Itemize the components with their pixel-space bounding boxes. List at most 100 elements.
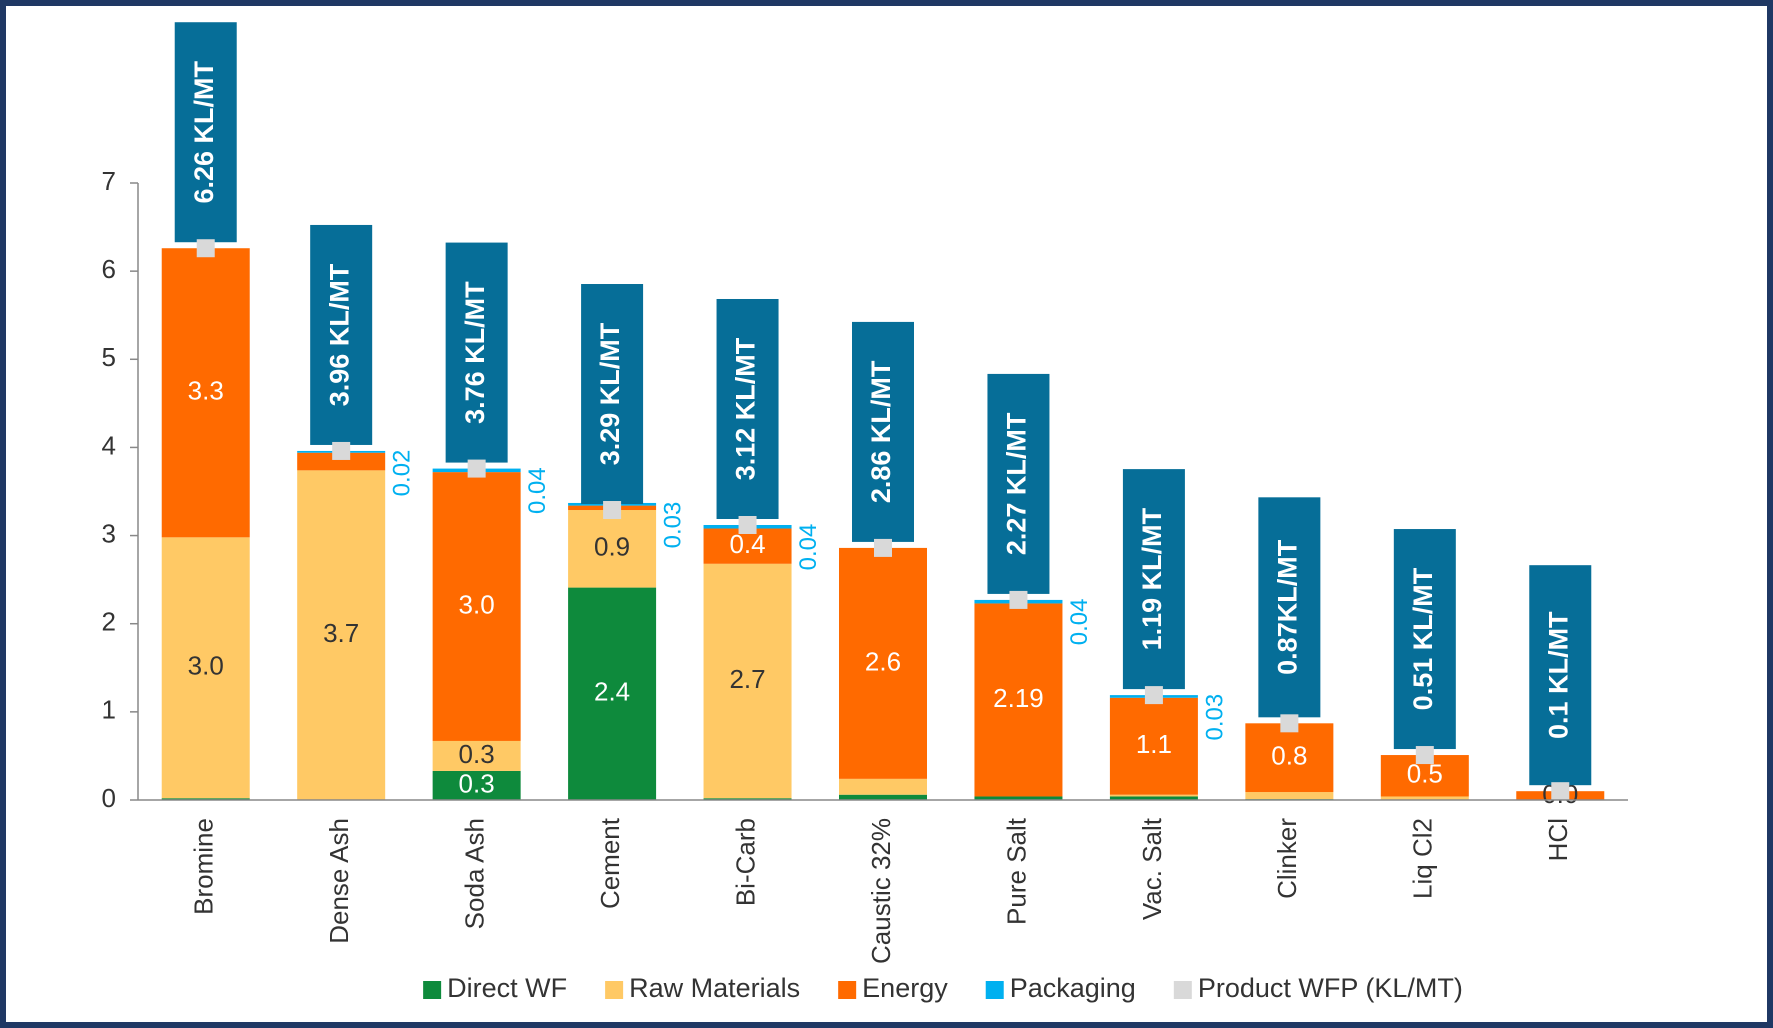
wfp-marker [1551, 782, 1570, 801]
y-tick-label: 1 [102, 695, 116, 725]
wfp-marker [738, 515, 757, 534]
segment-label: 2.4 [594, 677, 630, 707]
bar-segment [161, 537, 250, 799]
callout-label: 2.27 KL/MT [1002, 412, 1032, 555]
x-tick-label: HCl [1543, 818, 1573, 861]
packaging-label: 0.04 [1066, 599, 1093, 646]
bar-segment [568, 510, 657, 588]
wfp-marker [1415, 746, 1434, 765]
bar-segment [432, 472, 521, 741]
callout-box [310, 224, 373, 445]
callout-box [1122, 469, 1185, 690]
segment-label: 3.7 [323, 618, 359, 648]
legend-swatch [838, 981, 857, 999]
wfp-marker [332, 441, 351, 460]
segment-label: 1.1 [1136, 729, 1172, 759]
x-tick-label: Soda Ash [460, 818, 490, 929]
y-tick-label: 0 [102, 783, 116, 813]
y-tick-label: 6 [102, 254, 116, 284]
y-tick-label: 5 [102, 342, 116, 372]
segment-label: 0.4 [729, 529, 765, 559]
packaging-label: 0.04 [795, 524, 822, 571]
wfp-marker [1144, 686, 1163, 705]
bar-segment [839, 794, 927, 800]
callout-box [1393, 529, 1456, 750]
bar-segment [568, 587, 657, 800]
callout-label: 0.87KL/MT [1272, 539, 1302, 675]
callout-label: 3.76 KL/MT [460, 281, 490, 424]
callout-label: 6.26 KL/MT [189, 60, 219, 203]
packaging-label: 0.04 [524, 467, 551, 514]
legend-swatch [1173, 981, 1192, 999]
wfp-marker [1280, 714, 1299, 733]
callout-box [174, 22, 237, 243]
bar-segment [161, 248, 250, 538]
segment-label: 0.9 [594, 532, 630, 562]
wfp-marker [196, 239, 215, 258]
bar-segment [1109, 794, 1198, 797]
segment-label: 2.19 [993, 683, 1044, 713]
segment-label: 0.3 [459, 739, 495, 769]
wfp-marker [467, 459, 486, 478]
legend-label: Raw Materials [629, 973, 800, 1003]
y-tick-label: 7 [102, 166, 116, 196]
segment-label: 3.3 [188, 376, 224, 406]
bar-segment [432, 740, 521, 771]
y-tick-label: 4 [102, 430, 116, 460]
wfp-marker [1009, 590, 1028, 609]
bar-segment [703, 798, 792, 800]
callout-box [852, 321, 914, 542]
segment-label: 0.8 [1271, 741, 1307, 771]
bar-segment [703, 563, 792, 799]
legend-label: Energy [862, 973, 948, 1003]
callout-label: 3.12 KL/MT [731, 337, 761, 480]
x-tick-label: Bi-Carb [730, 818, 760, 906]
legend-label: Product WFP (KL/MT) [1198, 973, 1463, 1003]
bar-segment [974, 603, 1063, 797]
legend-label: Direct WF [447, 973, 567, 1003]
legend-swatch [605, 981, 624, 999]
callout-label: 1.19 KL/MT [1137, 507, 1167, 650]
legend-swatch [985, 981, 1004, 999]
bar-segment [432, 770, 521, 800]
bar-segment [974, 796, 1063, 800]
bar-segment [839, 547, 927, 779]
x-tick-label: Caustic 32% [866, 818, 896, 964]
callout-box [445, 242, 508, 463]
bar-segment [297, 470, 386, 800]
packaging-label: 0.03 [1201, 694, 1228, 741]
segment-label: 3.0 [459, 589, 495, 619]
callout-box [987, 373, 1050, 594]
bar-segment [1109, 796, 1198, 800]
segment-label: 0.3 [459, 768, 495, 798]
callout-box [1529, 565, 1592, 786]
segment-label: 2.6 [865, 646, 901, 676]
wfp-marker [874, 538, 892, 557]
callout-label: 0.51 KL/MT [1408, 567, 1438, 710]
bar-segment [703, 528, 792, 564]
y-tick-label: 3 [102, 518, 116, 548]
segment-label: 2.7 [729, 664, 765, 694]
bar-segment [1380, 796, 1469, 800]
packaging-label: 0.03 [659, 502, 686, 549]
bar-segment [1109, 697, 1198, 795]
callout-label: 2.86 KL/MT [866, 360, 896, 503]
legend-label: Packaging [1010, 973, 1136, 1003]
x-tick-label: Liq Cl2 [1408, 818, 1438, 899]
callout-label: 0.1 KL/MT [1543, 611, 1573, 739]
x-tick-label: Dense Ash [324, 818, 354, 944]
x-tick-label: Pure Salt [1001, 817, 1031, 925]
legend: Direct WF Raw Materials Energy Packaging Pro… [423, 973, 1463, 1003]
callout-box [716, 298, 779, 519]
bar-segment [1245, 723, 1334, 793]
segment-label: 3.0 [188, 651, 224, 681]
bar-segment [297, 452, 386, 471]
bar-segment [161, 798, 250, 800]
wfp-marker [603, 501, 622, 520]
y-tick-label: 2 [102, 607, 116, 637]
x-tick-label: Bromine [189, 818, 219, 915]
bar-segment [839, 778, 927, 795]
callout-box [581, 284, 644, 505]
